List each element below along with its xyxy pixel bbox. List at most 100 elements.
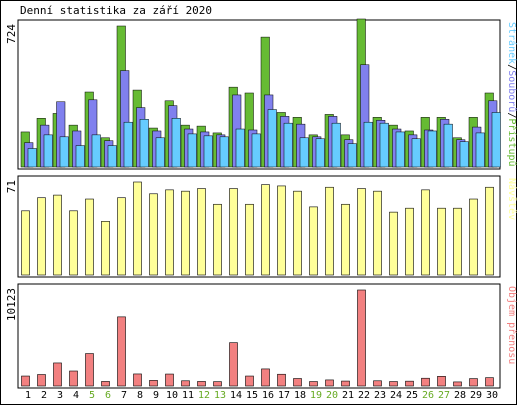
x-tick-label-day-23: 23 xyxy=(374,390,386,401)
volume-bar-day-16 xyxy=(261,368,270,387)
x-tick-label-day-1: 1 xyxy=(25,390,31,401)
hits-bar-stránek-day-1 xyxy=(27,148,37,168)
hits-bar-stránek-day-19 xyxy=(315,138,325,168)
hits-bar-stránek-day-28 xyxy=(459,141,469,168)
hits-bar-stránek-day-6 xyxy=(107,145,117,168)
visits-bar-day-30 xyxy=(485,186,494,276)
visits-bar-day-2 xyxy=(37,197,46,276)
hits-bar-stránek-day-15 xyxy=(251,133,261,168)
visits-bar-day-23 xyxy=(373,190,382,276)
volume-bar-day-27 xyxy=(437,376,446,387)
visits-bar-day-12 xyxy=(197,188,206,276)
hits-bar-stránek-day-7 xyxy=(123,121,133,168)
visits-bar-day-3 xyxy=(53,194,62,276)
x-tick-label-day-10: 10 xyxy=(166,390,178,401)
x-tick-label-day-14: 14 xyxy=(230,390,242,401)
x-tick-label-day-18: 18 xyxy=(294,390,306,401)
hits-bar-stránek-day-9 xyxy=(155,137,165,168)
visits-bar-day-15 xyxy=(245,203,254,276)
visits-bar-day-14 xyxy=(229,188,238,276)
hits-bar-stránek-day-25 xyxy=(411,138,421,168)
visits-bar-day-9 xyxy=(149,193,158,276)
x-tick-label-day-3: 3 xyxy=(57,390,63,401)
visits-legend: Návštěv xyxy=(506,178,517,220)
visits-bar-day-22 xyxy=(357,188,366,276)
x-tick-label-day-2: 2 xyxy=(41,390,47,401)
volume-bar-day-8 xyxy=(133,373,142,387)
visits-bar-day-8 xyxy=(133,181,142,276)
hits-legend-entry-1: / xyxy=(506,64,517,70)
volume-bar-day-21 xyxy=(341,380,350,387)
hits-bar-stránek-day-3 xyxy=(59,136,69,168)
chart-title: Denní statistika za září 2020 xyxy=(20,4,212,17)
visits-bar-day-20 xyxy=(325,186,334,276)
x-tick-label-day-17: 17 xyxy=(278,390,290,401)
x-tick-label-day-4: 4 xyxy=(73,390,79,401)
x-tick-label-day-28: 28 xyxy=(454,390,466,401)
hits-bar-stránek-day-18 xyxy=(299,137,309,168)
x-tick-label-day-15: 15 xyxy=(246,390,258,401)
volume-bar-day-17 xyxy=(277,373,286,387)
x-tick-label-day-19: 19 xyxy=(310,390,322,401)
visits-bar-day-29 xyxy=(469,198,478,276)
volume-bar-day-14 xyxy=(229,342,238,387)
visits-bar-day-24 xyxy=(389,211,398,276)
x-tick-label-day-21: 21 xyxy=(342,390,354,401)
x-axis-labels: 1 2 3 4 5 6 7 8 9 10 11 12 13 14 15 16 17 18 19 20 21 22 23 24 2… xyxy=(25,390,498,401)
volume-bar-day-6 xyxy=(101,381,110,387)
volume-bar-day-3 xyxy=(53,362,62,387)
hits-legend-entry-2: Souborů xyxy=(506,70,517,112)
hits-legend-entry-3: / xyxy=(506,112,517,118)
volume-bar-day-10 xyxy=(165,373,174,387)
volume-bar-day-26 xyxy=(421,377,430,387)
x-tick-label-day-12: 12 xyxy=(198,390,210,401)
volume-bar-day-19 xyxy=(309,381,318,387)
volume-legend-entry-0: Objem přenosu xyxy=(506,286,517,364)
visits-bar-day-6 xyxy=(101,220,110,276)
visits-bar-day-17 xyxy=(277,185,286,276)
hits-bar-stránek-day-8 xyxy=(139,119,149,168)
volume-bar-day-23 xyxy=(373,380,382,387)
visits-bar-day-7 xyxy=(117,197,126,276)
volume-bar-day-24 xyxy=(389,381,398,387)
hits-bar-stránek-day-11 xyxy=(187,133,197,168)
hits-bar-stránek-day-12 xyxy=(203,135,213,168)
volume-bar-day-18 xyxy=(293,378,302,387)
x-tick-label-day-22: 22 xyxy=(358,390,370,401)
hits-legend: Stránek/Souborů/Přístupů xyxy=(506,22,517,167)
hits-legend-entry-4: Přístupů xyxy=(506,118,517,166)
volume-bar-day-11 xyxy=(181,380,190,387)
visits-bar-day-4 xyxy=(69,210,78,276)
hits-legend-entry-0: Stránek xyxy=(506,22,517,64)
visits-bar-day-10 xyxy=(165,189,174,276)
visits-bar-day-25 xyxy=(405,207,414,276)
hits-bar-stránek-day-2 xyxy=(43,134,53,168)
visits-legend-entry-0: Návštěv xyxy=(506,178,517,220)
hits-bar-stránek-day-16 xyxy=(267,109,277,168)
volume-bar-day-4 xyxy=(69,370,78,387)
visits-bar-day-5 xyxy=(85,198,94,276)
volume-bar-day-28 xyxy=(453,381,462,387)
x-tick-label-day-30: 30 xyxy=(486,390,498,401)
visits-bar-day-26 xyxy=(421,189,430,276)
visits-bar-day-28 xyxy=(453,207,462,276)
volume-bar-day-15 xyxy=(245,375,254,387)
volume-ymax-label: 10123 xyxy=(5,288,18,321)
visits-bar-day-16 xyxy=(261,184,270,276)
volume-bar-day-25 xyxy=(405,380,414,387)
volume-bar-day-2 xyxy=(37,374,46,387)
volume-bar-day-29 xyxy=(469,378,478,387)
x-tick-label-day-25: 25 xyxy=(406,390,418,401)
visits-bar-day-13 xyxy=(213,203,222,276)
x-tick-label-day-16: 16 xyxy=(262,390,274,401)
x-tick-label-day-26: 26 xyxy=(422,390,434,401)
hits-bar-stránek-day-24 xyxy=(395,131,405,168)
visits-bar-day-18 xyxy=(293,190,302,276)
volume-bar-day-5 xyxy=(85,353,94,387)
x-tick-label-day-29: 29 xyxy=(470,390,482,401)
volume-bar-day-22 xyxy=(357,289,366,387)
hits-bar-stránek-day-27 xyxy=(443,123,453,168)
volume-bar-day-30 xyxy=(485,377,494,387)
visits-bar-day-21 xyxy=(341,203,350,276)
